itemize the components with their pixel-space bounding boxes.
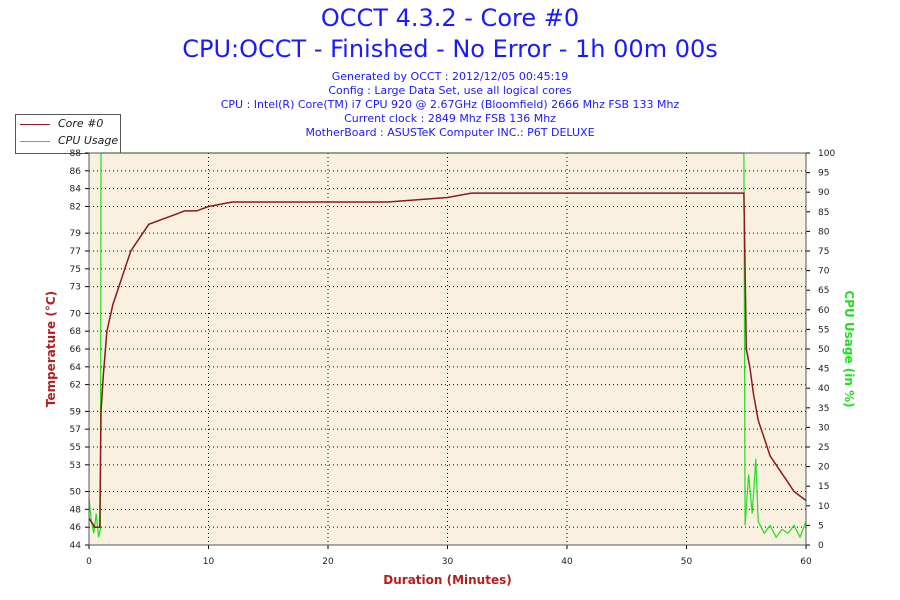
plot-frame (88, 152, 807, 546)
legend-label-cpu-usage: CPU Usage (58, 134, 119, 147)
chart-title: OCCT 4.3.2 - Core #0 (320, 4, 580, 32)
clock-info: Current clock : 2849 Mhz FSB 136 Mhz (344, 112, 556, 125)
right-tick-label: 60 (818, 306, 830, 316)
left-tick-label: 64 (70, 363, 82, 373)
right-tick-label: 30 (818, 423, 830, 433)
right-tick-label: 40 (818, 384, 830, 394)
legend-swatch-core0 (20, 124, 50, 125)
x-tick-label: 60 (800, 557, 812, 567)
left-tick-label: 84 (70, 185, 82, 195)
right-tick-label: 45 (818, 365, 829, 375)
x-tick-label: 50 (681, 557, 693, 567)
x-axis-ticks: 0 10 20 30 40 50 60 (86, 545, 812, 567)
x-axis-label: Duration (Minutes) (383, 573, 511, 587)
config-info: Config : Large Data Set, use all logical… (328, 84, 572, 97)
left-tick-label: 73 (70, 283, 81, 293)
series-line-core0 (88, 192, 807, 528)
right-tick-label: 100 (818, 149, 835, 159)
left-tick-label: 50 (70, 488, 82, 498)
x-tick-label: 40 (561, 557, 573, 567)
left-axis-ticks: 44 46 48 50 53 55 57 59 62 64 66 68 70 73 75 77 79 82 84 86… (70, 149, 89, 551)
x-tick-label: 0 (86, 557, 92, 567)
chart-legend: Core #0 CPU Usage (15, 114, 121, 154)
series-line-cpu-usage (88, 152, 807, 539)
left-tick-label: 88 (70, 149, 82, 159)
left-tick-label: 77 (70, 247, 81, 257)
axes (88, 152, 807, 546)
left-tick-label: 55 (70, 443, 81, 453)
left-tick-label: 44 (70, 541, 82, 551)
grid-lines (89, 153, 806, 545)
legend-item-cpu-usage: CPU Usage (20, 134, 119, 150)
left-tick-label: 79 (70, 229, 82, 239)
right-tick-label: 20 (818, 463, 830, 473)
x-tick-label: 30 (442, 557, 454, 567)
legend-swatch-cpu-usage (20, 141, 50, 142)
right-tick-label: 10 (818, 502, 830, 512)
left-tick-label: 82 (70, 202, 81, 212)
right-axis-ticks: 0 5 10 15 20 25 30 35 40 45 50 55 60 65 70 75 80 85 90 95 10… (806, 149, 835, 551)
chart-subtitle: CPU:OCCT - Finished - No Error - 1h 00m … (182, 35, 718, 63)
left-tick-label: 66 (70, 345, 82, 355)
left-tick-label: 59 (70, 407, 82, 417)
left-tick-label: 46 (70, 523, 82, 533)
right-tick-label: 95 (818, 169, 829, 179)
right-tick-label: 5 (818, 521, 824, 531)
right-tick-label: 15 (818, 482, 829, 492)
left-tick-label: 70 (70, 309, 82, 319)
left-tick-label: 57 (70, 425, 81, 435)
right-tick-label: 35 (818, 404, 829, 414)
legend-label-core0: Core #0 (58, 117, 104, 130)
generated-info: Generated by OCCT : 2012/12/05 00:45:19 (331, 70, 569, 83)
left-tick-label: 68 (70, 327, 82, 337)
right-tick-label: 85 (818, 208, 829, 218)
right-tick-label: 55 (818, 325, 829, 335)
left-tick-label: 53 (70, 461, 81, 471)
left-tick-label: 75 (70, 265, 81, 275)
right-tick-label: 90 (818, 188, 830, 198)
x-tick-label: 20 (322, 557, 334, 567)
left-tick-label: 48 (70, 505, 82, 515)
right-tick-label: 80 (818, 227, 830, 237)
x-tick-label: 10 (203, 557, 215, 567)
right-tick-label: 70 (818, 267, 830, 277)
right-tick-label: 75 (818, 247, 829, 257)
right-tick-label: 25 (818, 443, 829, 453)
legend-item-core0: Core #0 (20, 117, 116, 133)
left-tick-label: 62 (70, 381, 81, 391)
motherboard-info: MotherBoard : ASUSTeK Computer INC.: P6T… (305, 126, 595, 139)
y-axis-label: Temperature (°C) (44, 291, 58, 407)
cpu-info: CPU : Intel(R) Core(TM) i7 CPU 920 @ 2.6… (220, 98, 680, 111)
left-tick-label: 86 (70, 167, 82, 177)
y2-axis-label: CPU Usage (in %) (842, 290, 856, 407)
right-tick-label: 65 (818, 286, 829, 296)
right-tick-label: 0 (818, 541, 824, 551)
right-tick-label: 50 (818, 345, 830, 355)
